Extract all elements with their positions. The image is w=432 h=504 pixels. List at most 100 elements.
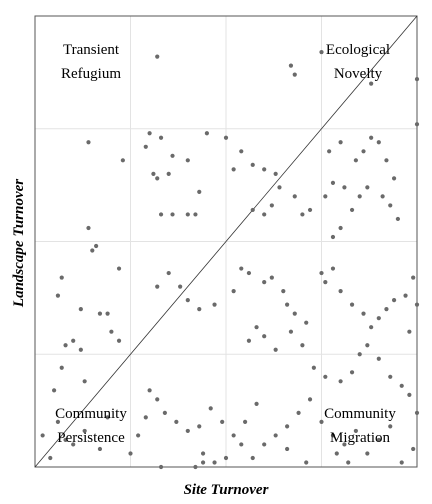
data-point	[158, 212, 164, 217]
data-point	[338, 379, 343, 384]
data-point	[59, 275, 64, 280]
data-point	[292, 72, 297, 77]
data-point	[109, 329, 114, 334]
data-point	[220, 419, 225, 424]
data-point	[262, 442, 267, 447]
data-point	[262, 334, 267, 339]
data-point	[223, 455, 229, 461]
data-point	[231, 433, 236, 438]
data-point	[330, 433, 336, 438]
data-point	[376, 356, 381, 361]
data-point	[193, 464, 198, 470]
data-point	[208, 406, 213, 411]
data-point	[399, 460, 404, 465]
data-point	[200, 451, 206, 456]
data-point	[174, 419, 179, 424]
data-point	[269, 275, 274, 280]
data-point	[365, 451, 370, 456]
data-point	[311, 365, 316, 370]
data-point	[197, 424, 202, 429]
data-point	[388, 203, 393, 208]
data-point	[71, 442, 76, 447]
data-point	[78, 307, 83, 312]
data-point	[414, 77, 420, 82]
y-axis-title: Landscape Turnover	[11, 179, 27, 308]
data-point	[346, 460, 351, 465]
data-point	[250, 207, 255, 213]
data-point	[399, 383, 404, 388]
data-point	[55, 293, 61, 298]
quad-label-bottom-left-line2: Persistence	[57, 430, 125, 446]
data-point	[330, 234, 336, 240]
data-point	[147, 131, 152, 136]
data-point	[97, 446, 103, 452]
data-point	[86, 225, 91, 231]
data-point	[143, 144, 148, 149]
data-point	[414, 122, 420, 127]
data-point	[342, 442, 347, 447]
data-point	[277, 185, 282, 190]
data-point	[338, 140, 343, 145]
data-point	[403, 293, 408, 298]
data-point	[246, 270, 252, 276]
data-point	[330, 266, 336, 271]
data-point	[323, 279, 328, 285]
data-point	[151, 171, 156, 176]
data-point	[414, 410, 420, 415]
data-point	[185, 428, 190, 434]
data-point	[116, 266, 122, 271]
data-point	[97, 311, 103, 316]
data-point	[82, 428, 87, 434]
data-point	[330, 180, 336, 185]
data-point	[357, 352, 362, 357]
data-point	[273, 171, 278, 176]
data-point	[231, 289, 236, 294]
data-point	[414, 302, 420, 307]
data-point	[304, 460, 309, 465]
data-point	[307, 397, 313, 402]
data-point	[197, 189, 202, 194]
data-point	[269, 203, 274, 208]
data-point	[319, 49, 324, 55]
data-point	[197, 307, 202, 312]
data-point	[292, 194, 297, 199]
data-point	[407, 392, 412, 397]
data-point	[376, 316, 381, 321]
data-point	[285, 424, 290, 429]
data-point	[71, 338, 76, 343]
data-point	[349, 207, 355, 213]
data-point	[239, 266, 244, 271]
data-point	[136, 433, 141, 438]
quad-label-top-left-line2: Refugium	[61, 66, 121, 82]
data-point	[391, 298, 397, 303]
data-point	[63, 343, 68, 348]
data-point	[285, 446, 290, 452]
data-point	[90, 248, 95, 253]
data-point	[155, 284, 160, 289]
data-point	[338, 289, 343, 294]
data-point	[185, 298, 190, 303]
data-point	[353, 158, 358, 163]
data-point	[411, 446, 416, 452]
quad-label-bottom-left-line1: Community	[55, 406, 127, 422]
data-point	[120, 158, 125, 163]
data-point	[300, 343, 305, 348]
data-point	[369, 81, 374, 86]
data-point	[361, 149, 366, 154]
data-point	[52, 388, 57, 393]
data-point	[380, 194, 385, 199]
data-points	[40, 49, 420, 470]
data-point	[78, 347, 83, 352]
data-point	[246, 338, 252, 343]
data-point	[273, 433, 278, 438]
data-point	[166, 270, 171, 276]
data-point	[116, 338, 122, 343]
data-point	[239, 442, 244, 447]
data-point	[250, 455, 255, 461]
data-point	[185, 212, 190, 217]
quad-label-top-right-line1: Ecological	[326, 42, 390, 58]
data-point	[307, 207, 313, 213]
plot-frame	[34, 15, 418, 468]
data-point	[55, 419, 61, 424]
